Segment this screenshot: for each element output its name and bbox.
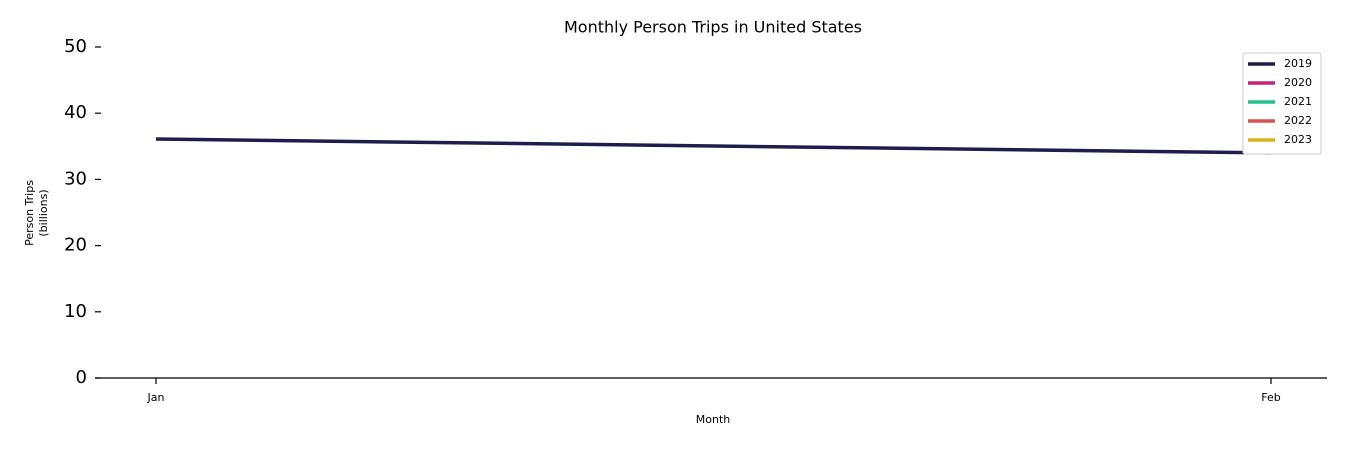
legend-label: 2021 — [1284, 95, 1312, 108]
y-tick-label: 40 — [64, 102, 87, 123]
y-tick-label: 10 — [64, 301, 87, 322]
legend-label: 2023 — [1284, 133, 1312, 146]
x-tick-label: Jan — [147, 391, 165, 404]
series-line — [155, 137, 1272, 155]
y-tick-label: 50 — [64, 36, 87, 57]
y-axis-label: Person Trips — [23, 180, 36, 246]
x-axis-label: Month — [696, 413, 731, 426]
x-tick-label: Feb — [1261, 391, 1280, 404]
y-tick-label: 0 — [76, 367, 87, 388]
y-axis-label: (billions) — [37, 189, 50, 236]
chart-title: Monthly Person Trips in United States — [564, 18, 862, 37]
legend-label: 2022 — [1284, 114, 1312, 127]
legend-label: 2019 — [1284, 57, 1312, 70]
legend-label: 2020 — [1284, 76, 1312, 89]
y-tick-label: 20 — [64, 235, 87, 256]
y-tick-label: 30 — [64, 168, 87, 189]
legend-box — [1242, 52, 1322, 155]
